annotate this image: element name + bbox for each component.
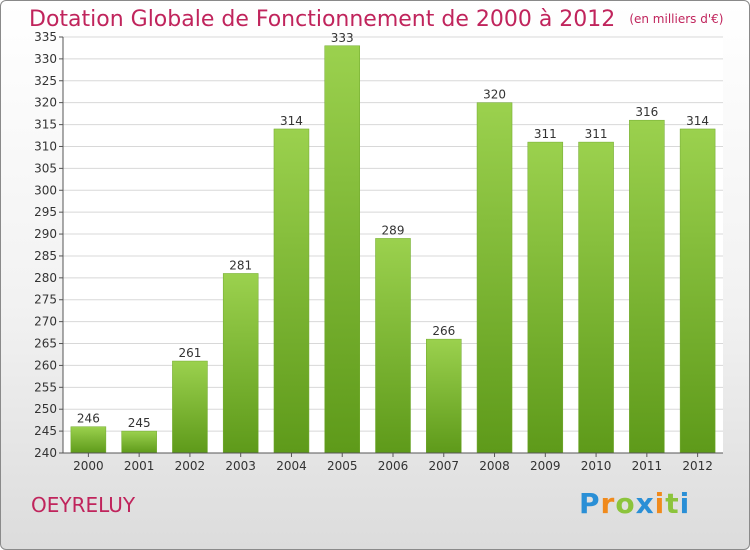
bar-2004 xyxy=(273,128,310,454)
data-label-2012: 314 xyxy=(686,114,709,128)
logo-letter: P xyxy=(579,487,601,520)
x-tick-label: 2000 xyxy=(73,459,104,473)
y-tick-label: 270 xyxy=(34,315,57,329)
y-tick-label: 255 xyxy=(34,380,57,394)
x-tick-label: 2005 xyxy=(327,459,358,473)
y-tick-label: 335 xyxy=(34,30,57,44)
logo-letter: o xyxy=(615,487,636,520)
y-tick-label: 320 xyxy=(34,96,57,110)
x-tick-label: 2003 xyxy=(225,459,256,473)
x-tick-label: 2007 xyxy=(428,459,459,473)
logo-letter: i xyxy=(654,487,666,520)
x-axis: 2000 2001 2002 2003 2004 2005 2006 2007 2008 2009… xyxy=(63,452,723,473)
y-tick-label: 330 xyxy=(34,52,57,66)
x-tick-label: 2002 xyxy=(175,459,206,473)
data-label-2007: 266 xyxy=(432,324,455,338)
x-tick-label: 2008 xyxy=(479,459,510,473)
y-tick-label: 240 xyxy=(34,446,57,460)
data-label-2002: 261 xyxy=(178,346,201,360)
logo-letter: r xyxy=(600,487,616,520)
y-tick-label: 310 xyxy=(34,139,57,153)
data-label-2003: 281 xyxy=(229,258,252,272)
chart-title: Dotation Globale de Fonctionnement de 20… xyxy=(29,7,723,32)
logo-letter: x xyxy=(635,487,655,520)
proxiti-logo: Proxiti xyxy=(579,487,690,520)
x-tick-label: 2004 xyxy=(276,459,307,473)
chart-subtitle: (en milliers d'€) xyxy=(629,12,724,26)
bar-2011 xyxy=(629,119,665,454)
x-tick-label: 2012 xyxy=(682,459,713,473)
logo-letter: i xyxy=(679,487,691,520)
data-label-2010: 311 xyxy=(585,127,608,141)
y-tick-label: 290 xyxy=(34,227,57,241)
bar-2000 xyxy=(70,426,107,454)
bar-2007 xyxy=(426,338,462,454)
bar-2010 xyxy=(578,141,614,454)
data-label-2004: 314 xyxy=(280,114,303,128)
y-tick-label: 250 xyxy=(34,402,57,416)
y-axis: 240 245 250 255 260 265 270 275 280 285 290 295 300 3… xyxy=(34,30,64,460)
y-tick-label: 275 xyxy=(34,293,57,307)
bar-2005 xyxy=(324,45,360,454)
bar-2002 xyxy=(172,360,208,454)
y-tick-label: 295 xyxy=(34,205,57,219)
bar-2008 xyxy=(476,102,513,454)
y-tick-label: 305 xyxy=(34,161,57,175)
data-label-2001: 245 xyxy=(128,416,151,430)
bars: 246 245 261 281 314 333 289 266 320 311 311 316 314 xyxy=(70,31,716,454)
bar-2009 xyxy=(527,141,564,454)
x-tick-label: 2010 xyxy=(581,459,612,473)
chart-title-text: Dotation Globale de Fonctionnement de 20… xyxy=(29,7,616,32)
x-tick-label: 2006 xyxy=(378,459,409,473)
y-tick-label: 315 xyxy=(34,118,57,132)
place-name: OEYRELUY xyxy=(31,493,136,517)
y-tick-label: 265 xyxy=(34,337,57,351)
y-tick-label: 280 xyxy=(34,271,57,285)
data-label-2011: 316 xyxy=(635,105,658,119)
y-tick-label: 285 xyxy=(34,249,57,263)
y-tick-label: 245 xyxy=(34,424,57,438)
y-tick-label: 300 xyxy=(34,183,57,197)
bar-2003 xyxy=(222,273,259,454)
data-label-2008: 320 xyxy=(483,88,506,102)
bar-2006 xyxy=(375,238,411,454)
x-tick-label: 2009 xyxy=(530,459,561,473)
x-tick-label: 2011 xyxy=(632,459,663,473)
data-label-2006: 289 xyxy=(382,223,405,237)
data-label-2009: 311 xyxy=(534,127,557,141)
y-tick-label: 260 xyxy=(34,358,57,372)
x-tick-label: 2001 xyxy=(124,459,155,473)
y-tick-label: 325 xyxy=(34,74,57,88)
logo-letter: t xyxy=(665,487,680,520)
bar-2012 xyxy=(679,128,716,454)
data-label-2000: 246 xyxy=(77,412,100,426)
bar-2001 xyxy=(121,430,157,454)
data-label-2005: 333 xyxy=(331,31,354,45)
